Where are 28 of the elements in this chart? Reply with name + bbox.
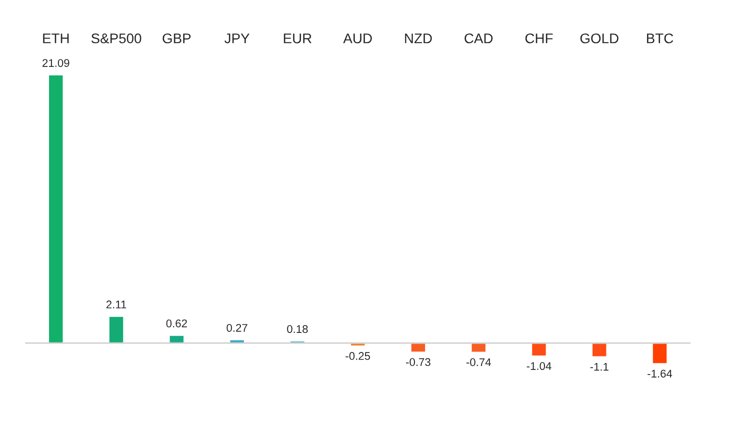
data-label: -0.74 (466, 358, 491, 366)
x-tick-label: CAD (464, 33, 493, 44)
data-label: 0.62 (166, 320, 187, 328)
x-tick-label: GBP (162, 33, 191, 44)
x-tick-label: JPY (224, 34, 250, 44)
bar (48, 74, 64, 344)
x-tick-label: EUR (284, 34, 312, 44)
data-label: -0.25 (346, 352, 370, 360)
bar (410, 342, 426, 353)
data-label: -1.64 (648, 370, 672, 378)
x-tick-label: AUD (343, 34, 372, 44)
data-label: 2.11 (106, 300, 126, 308)
bar (652, 342, 668, 365)
x-tick-label: S&P500 (91, 33, 142, 44)
x-tick-label: BTC (647, 33, 674, 44)
bar (108, 315, 125, 344)
x-tick-label: GOLD (580, 33, 618, 44)
x-tick-label: NZD (405, 34, 432, 44)
x-tick-label: ETH (43, 34, 69, 44)
data-label: -0.73 (406, 358, 430, 366)
bar (530, 342, 548, 357)
data-label: -1.04 (526, 362, 552, 370)
bar (591, 342, 608, 358)
data-label: 0.27 (226, 324, 248, 332)
x-tick-label: CHF (525, 33, 553, 44)
data-label: -1.1 (590, 362, 608, 371)
data-label: 0.18 (287, 325, 308, 333)
data-label: 21.09 (42, 59, 70, 67)
